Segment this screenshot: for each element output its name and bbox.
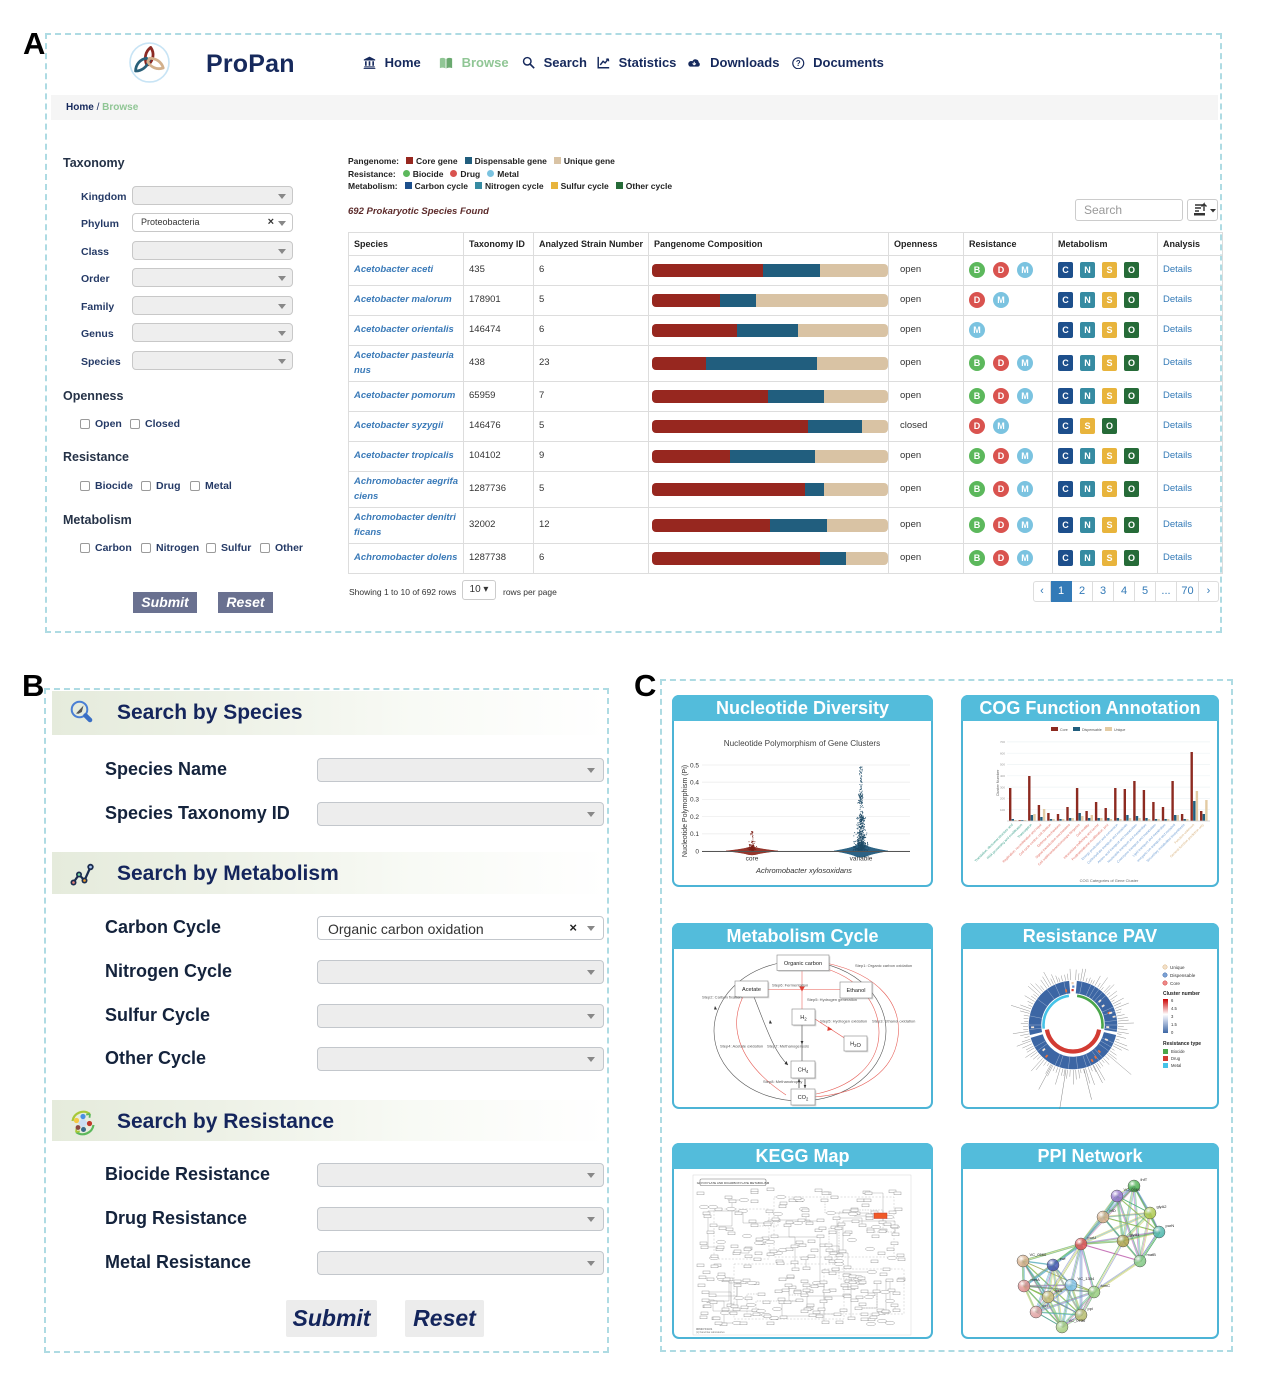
svg-text:fumC: fumC	[1101, 1283, 1111, 1288]
svg-text:6: 6	[1171, 998, 1174, 1003]
svg-text:Step1: Organic carbon oxidatio: Step1: Organic carbon oxidation	[855, 963, 912, 968]
svg-text:Resistance type: Resistance type	[1163, 1041, 1201, 1047]
svg-text:CO2: CO2	[798, 1095, 809, 1101]
svg-text:Dispensable: Dispensable	[1170, 973, 1196, 978]
svg-text:purU: purU	[1088, 1235, 1097, 1240]
svg-text:matB: matB	[1147, 1252, 1157, 1257]
svg-text:GLYOXYLATE AND DICARBOXYLATE M: GLYOXYLATE AND DICARBOXYLATE METABOLISM	[697, 1181, 770, 1185]
svg-text:Cluster Number: Cluster Number	[996, 769, 1000, 796]
svg-text:3: 3	[1171, 1014, 1174, 1019]
svg-text:500: 500	[1000, 763, 1005, 767]
svg-text:4.5: 4.5	[1171, 1006, 1177, 1011]
svg-text:0: 0	[1171, 1030, 1174, 1035]
svg-text:COG Categories of Gene Cluster: COG Categories of Gene Cluster	[1080, 878, 1139, 883]
svg-text:zwf: zwf	[1060, 1256, 1067, 1261]
svg-text:?: ?	[796, 58, 801, 67]
svg-text:Step4: Acetate oxidation: Step4: Acetate oxidation	[720, 1044, 763, 1049]
svg-text:purN: purN	[1166, 1223, 1175, 1228]
svg-text:Step6: Fermentation: Step6: Fermentation	[772, 983, 808, 988]
svg-text:ppi: ppi	[1088, 1306, 1093, 1311]
svg-text:00630 5/3/21: 00630 5/3/21	[696, 1327, 713, 1331]
svg-text:glyA2: glyA2	[1157, 1204, 1168, 1209]
svg-text:Step3: Ethanol oxidation: Step3: Ethanol oxidation	[872, 1019, 915, 1024]
svg-text:metA: metA	[1031, 1277, 1041, 1282]
svg-text:Core: Core	[1060, 728, 1068, 732]
svg-text:(c) Kanehisa Laboratories: (c) Kanehisa Laboratories	[696, 1331, 725, 1334]
svg-text:fxkA: fxkA	[1055, 1288, 1063, 1293]
svg-text:0.1: 0.1	[690, 831, 699, 838]
svg-text:Ethanol: Ethanol	[847, 988, 866, 994]
svg-text:VC_0560: VC_0560	[1124, 1187, 1141, 1192]
svg-text:600: 600	[1000, 751, 1005, 755]
svg-text:variable: variable	[850, 856, 873, 863]
svg-text:VC_1304: VC_1304	[1078, 1276, 1095, 1281]
svg-text:hfD: hfD	[1110, 1208, 1116, 1213]
svg-text:0.4: 0.4	[690, 780, 699, 787]
svg-text:Acetate: Acetate	[742, 987, 761, 993]
svg-text:1.5: 1.5	[1171, 1022, 1177, 1027]
svg-text:Nucleotide Polymorphism (Pi): Nucleotide Polymorphism (Pi)	[682, 765, 689, 857]
svg-text:H2: H2	[800, 1015, 807, 1021]
svg-text:Step5: Hydrogen oxidation: Step5: Hydrogen oxidation	[820, 1019, 867, 1024]
svg-text:Nucleotide Polymorphism of Gen: Nucleotide Polymorphism of Gene Clusters	[724, 739, 881, 748]
svg-text:Drug: Drug	[1171, 1056, 1181, 1061]
svg-text:Achromobacter xylosoxidans: Achromobacter xylosoxidans	[755, 866, 852, 875]
svg-text:Dispensable: Dispensable	[1082, 728, 1102, 732]
svg-text:VC_0560: VC_0560	[1030, 1252, 1047, 1257]
svg-text:Metal: Metal	[1171, 1063, 1181, 1068]
svg-text:Unique: Unique	[1114, 728, 1125, 732]
svg-text:100: 100	[1000, 808, 1005, 812]
svg-text:0.5: 0.5	[690, 762, 699, 769]
svg-text:Organic carbon: Organic carbon	[784, 961, 822, 967]
svg-text:ihfT: ihfT	[1141, 1177, 1148, 1182]
svg-text:300: 300	[1000, 785, 1005, 789]
svg-text:pct: pct	[1043, 1303, 1049, 1308]
svg-text:core: core	[746, 856, 759, 863]
svg-text:Core: Core	[1170, 981, 1180, 986]
svg-text:Cluster number: Cluster number	[1163, 991, 1200, 997]
svg-text:Step7: Methanogenesis: Step7: Methanogenesis	[767, 1044, 809, 1049]
svg-text:0.3: 0.3	[690, 797, 699, 804]
svg-text:Unique: Unique	[1170, 965, 1185, 970]
svg-text:700: 700	[1000, 740, 1005, 744]
svg-text:Step8: Methanotrophy: Step8: Methanotrophy	[763, 1079, 802, 1084]
svg-text:Step2: Carbon fixation: Step2: Carbon fixation	[702, 995, 742, 1000]
svg-text:VC_0730: VC_0730	[1069, 1318, 1086, 1323]
svg-text:glyA1: glyA1	[1130, 1232, 1141, 1237]
svg-text:0.2: 0.2	[690, 814, 699, 821]
svg-text:200: 200	[1000, 797, 1005, 801]
svg-text:0: 0	[695, 848, 699, 855]
svg-text:Biocide: Biocide	[1171, 1049, 1185, 1054]
svg-text:Step5: Hydrogen generation: Step5: Hydrogen generation	[807, 997, 857, 1002]
svg-text:CH4: CH4	[798, 1068, 809, 1074]
svg-text:400: 400	[1000, 774, 1005, 778]
svg-text:H2O: H2O	[850, 1042, 861, 1049]
